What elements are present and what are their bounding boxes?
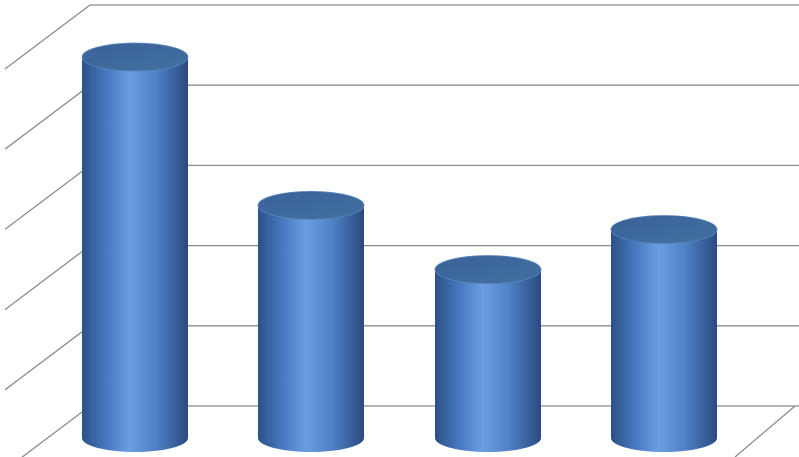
bar-body	[258, 205, 364, 452]
gridline-side	[21, 405, 91, 457]
bar-body	[611, 229, 717, 452]
gridline-side	[4, 164, 91, 230]
bar-top	[81, 42, 189, 72]
bar-2	[257, 191, 365, 452]
bar-body	[435, 269, 541, 452]
bar-4	[610, 215, 718, 452]
bar-top	[610, 215, 718, 244]
bar-1	[81, 42, 189, 453]
floor-edge	[734, 405, 796, 457]
gridline-side	[4, 84, 91, 150]
gridline-side	[4, 4, 91, 70]
bar-body	[82, 57, 188, 453]
bars	[81, 42, 718, 453]
gridline-side	[4, 325, 91, 391]
bar-top	[434, 255, 542, 284]
bar-top	[257, 191, 365, 220]
gridline-side	[4, 245, 91, 311]
bar-3	[434, 255, 542, 452]
